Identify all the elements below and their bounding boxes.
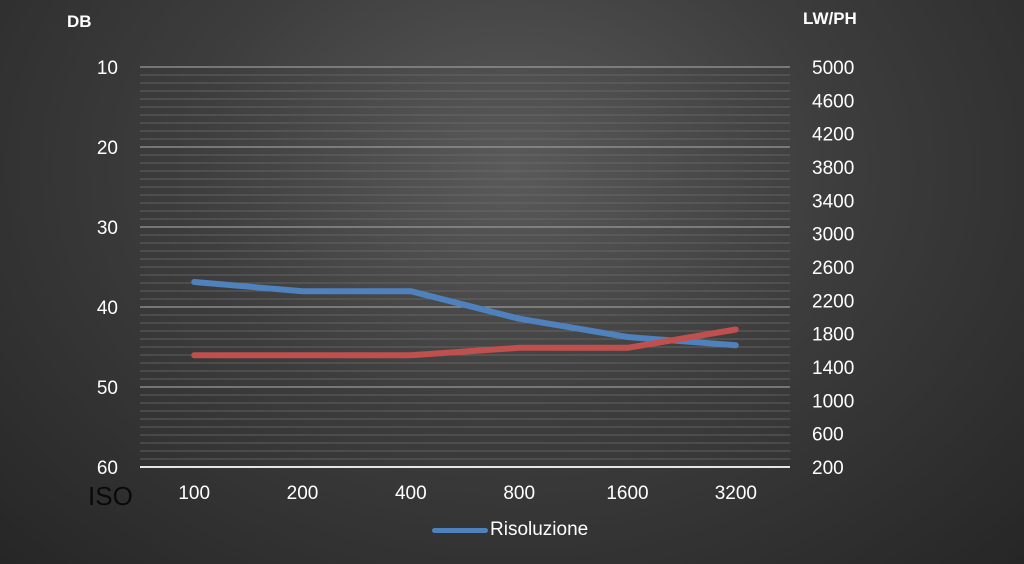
series-line-series-2 <box>191 326 739 359</box>
right-y-tick-label: 2200 <box>812 291 854 312</box>
right-y-tick-label: 3400 <box>812 191 854 212</box>
right-y-tick-label: 3800 <box>812 158 854 179</box>
left-y-axis-title: DB <box>67 12 92 31</box>
right-y-tick-label: 1400 <box>812 358 854 379</box>
right-y-tick-label: 2600 <box>812 258 854 279</box>
series-lines <box>191 279 739 359</box>
left-y-tick-label: 30 <box>97 218 118 239</box>
right-y-tick-label: 200 <box>812 458 844 479</box>
right-y-tick-label: 1800 <box>812 325 854 346</box>
legend-label-risoluzione: Risoluzione <box>490 519 589 540</box>
legend-swatch-risoluzione <box>432 527 488 533</box>
legend: Risoluzione <box>432 519 588 541</box>
right-y-tick-label: 4600 <box>812 91 854 112</box>
x-axis-ticks: 100 200 400 800 1600 3200 <box>178 483 757 504</box>
right-y-tick-label: 5000 <box>812 58 854 79</box>
x-tick-label: 1600 <box>606 483 648 504</box>
gridlines <box>140 66 790 468</box>
x-tick-label: 200 <box>287 483 319 504</box>
right-y-tick-label: 1000 <box>812 391 854 412</box>
left-y-tick-label: 20 <box>97 138 118 159</box>
right-y-tick-label: 4200 <box>812 125 854 146</box>
x-tick-label: 800 <box>503 483 535 504</box>
left-y-tick-label: 50 <box>97 378 118 399</box>
series-line-risoluzione <box>191 279 739 349</box>
right-y-tick-label: 3000 <box>812 225 854 246</box>
x-tick-label: 100 <box>178 483 210 504</box>
left-y-axis-ticks: 10 20 30 40 50 60 <box>97 58 118 479</box>
x-tick-label: 400 <box>395 483 427 504</box>
right-y-tick-label: 600 <box>812 425 844 446</box>
x-axis-title: ISO <box>88 481 133 511</box>
left-y-tick-label: 10 <box>97 58 118 79</box>
left-y-tick-label: 40 <box>97 298 118 319</box>
right-y-axis-ticks: 5000 4600 4200 3800 3400 3000 2600 2200 1800 1400… <box>812 58 854 479</box>
right-y-axis-title: LW/PH <box>803 9 857 28</box>
left-y-tick-label: 60 <box>97 458 118 479</box>
x-tick-label: 3200 <box>715 483 757 504</box>
